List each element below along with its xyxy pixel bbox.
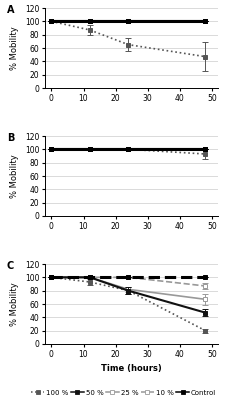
Y-axis label: % Mobility: % Mobility [10, 26, 19, 70]
Y-axis label: % Mobility: % Mobility [10, 282, 19, 326]
Text: A: A [7, 5, 14, 15]
Y-axis label: % Mobility: % Mobility [10, 154, 19, 198]
Text: B: B [7, 133, 14, 143]
X-axis label: Time (hours): Time (hours) [101, 364, 162, 373]
Text: C: C [7, 261, 14, 271]
Legend: 100 %, 50 %, 25 %, 10 %, Control: 100 %, 50 %, 25 %, 10 %, Control [31, 389, 217, 396]
